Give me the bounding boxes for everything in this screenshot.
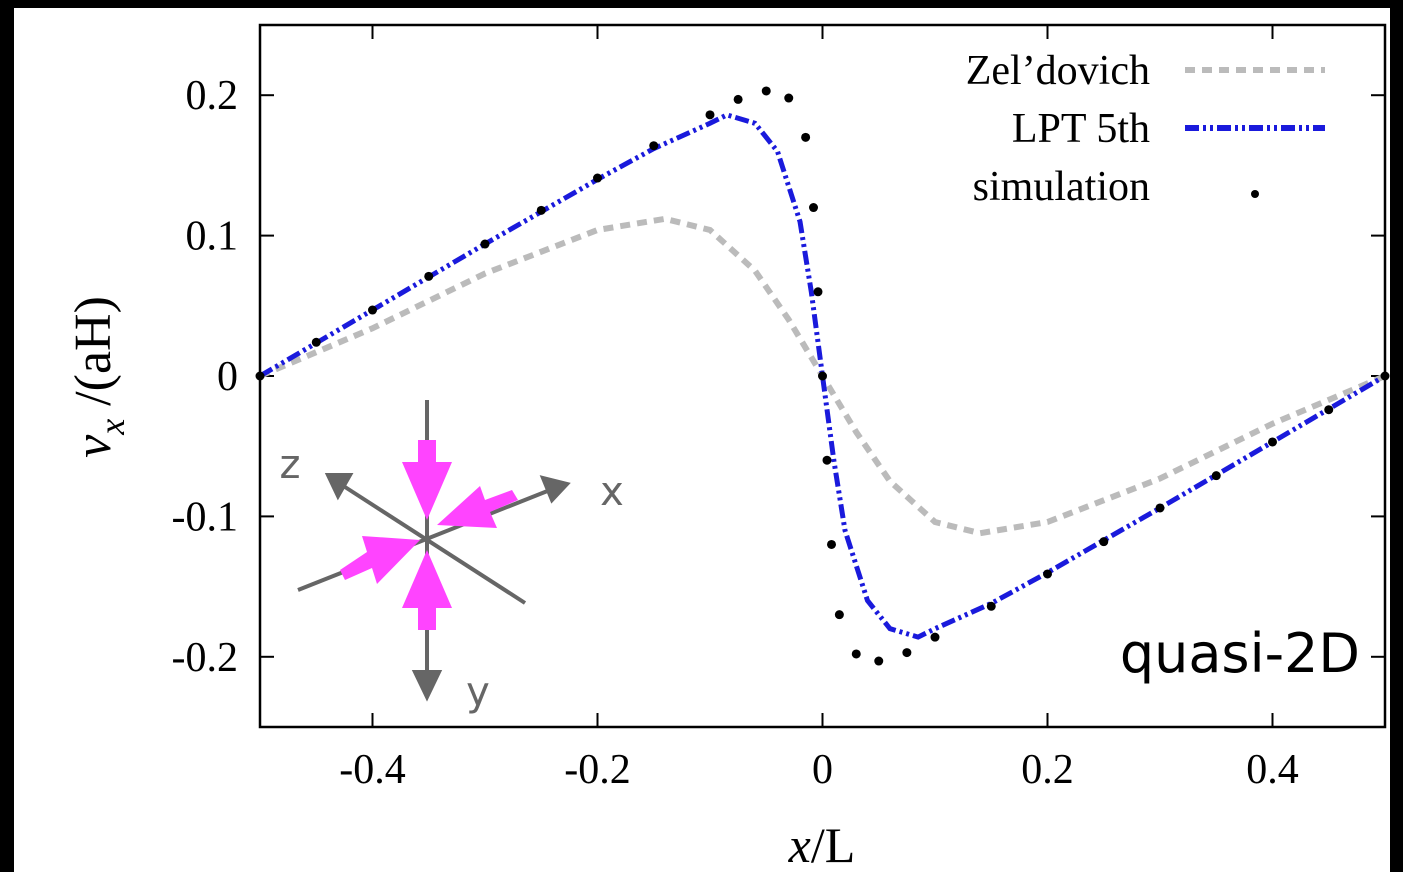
y-tick-label: 0.1 bbox=[186, 214, 239, 260]
series-line bbox=[258, 112, 1387, 640]
data-point bbox=[784, 93, 794, 103]
data-point bbox=[424, 271, 434, 281]
data-point bbox=[902, 648, 912, 658]
x-tick-label: 0.4 bbox=[1246, 747, 1299, 793]
legend-marker bbox=[1251, 190, 1259, 198]
x-axis-label: x/L bbox=[788, 817, 856, 872]
annotation: quasi-2D bbox=[1120, 622, 1360, 685]
data-point bbox=[761, 86, 771, 96]
data-point bbox=[1324, 405, 1334, 415]
y-axis-label-subscript: x bbox=[92, 419, 132, 436]
x-tick-label: -0.4 bbox=[339, 747, 406, 793]
data-point bbox=[733, 94, 743, 104]
x-axis-label-symbol: x bbox=[788, 817, 811, 872]
data-point bbox=[801, 132, 811, 142]
data-point bbox=[1155, 503, 1165, 513]
y-axis-label-rest: /(aH) bbox=[65, 296, 122, 419]
data-point bbox=[1043, 569, 1052, 579]
data-point bbox=[1268, 437, 1277, 447]
x-tick-label: -0.2 bbox=[564, 747, 631, 793]
inset-axis-label: x bbox=[600, 469, 624, 515]
data-point bbox=[818, 371, 827, 381]
data-point bbox=[368, 305, 377, 315]
legend-label: Zel’dovich bbox=[966, 48, 1150, 94]
data-point bbox=[1380, 371, 1390, 381]
x-axis-label-rest: /L bbox=[811, 817, 855, 872]
background bbox=[14, 8, 1390, 872]
data-point bbox=[851, 649, 861, 659]
y-axis-label-symbol: v bbox=[65, 434, 122, 458]
x-tick-label: 0.2 bbox=[1021, 747, 1074, 793]
data-point bbox=[874, 656, 884, 666]
data-point bbox=[255, 371, 265, 381]
data-point bbox=[822, 455, 832, 465]
data-point bbox=[480, 239, 490, 249]
data-point bbox=[809, 203, 818, 213]
y-tick-label: -0.1 bbox=[172, 494, 239, 540]
y-tick-label: 0.2 bbox=[186, 73, 239, 119]
data-point bbox=[311, 337, 321, 347]
x-tick-label: 0 bbox=[812, 747, 833, 793]
y-tick-label: 0 bbox=[217, 354, 238, 400]
legend-label: simulation bbox=[973, 164, 1150, 210]
data-point bbox=[986, 601, 996, 611]
legend-label: LPT 5th bbox=[1012, 106, 1150, 152]
inset-diagram: z x y bbox=[280, 400, 624, 715]
inset-axis-label: y bbox=[466, 669, 490, 715]
data-point bbox=[1099, 537, 1109, 547]
data-point bbox=[536, 205, 546, 215]
y-tick-label: -0.2 bbox=[172, 635, 239, 681]
data-point bbox=[930, 632, 940, 642]
data-point bbox=[705, 110, 715, 120]
data-point bbox=[649, 141, 659, 151]
data-point bbox=[813, 287, 823, 297]
data-point bbox=[593, 173, 602, 183]
inset-axis-label: z bbox=[280, 442, 301, 488]
data-point bbox=[827, 539, 836, 549]
data-point bbox=[834, 610, 844, 620]
data-point bbox=[1211, 471, 1221, 481]
y-axis-label: vx /(aH) bbox=[65, 296, 132, 458]
